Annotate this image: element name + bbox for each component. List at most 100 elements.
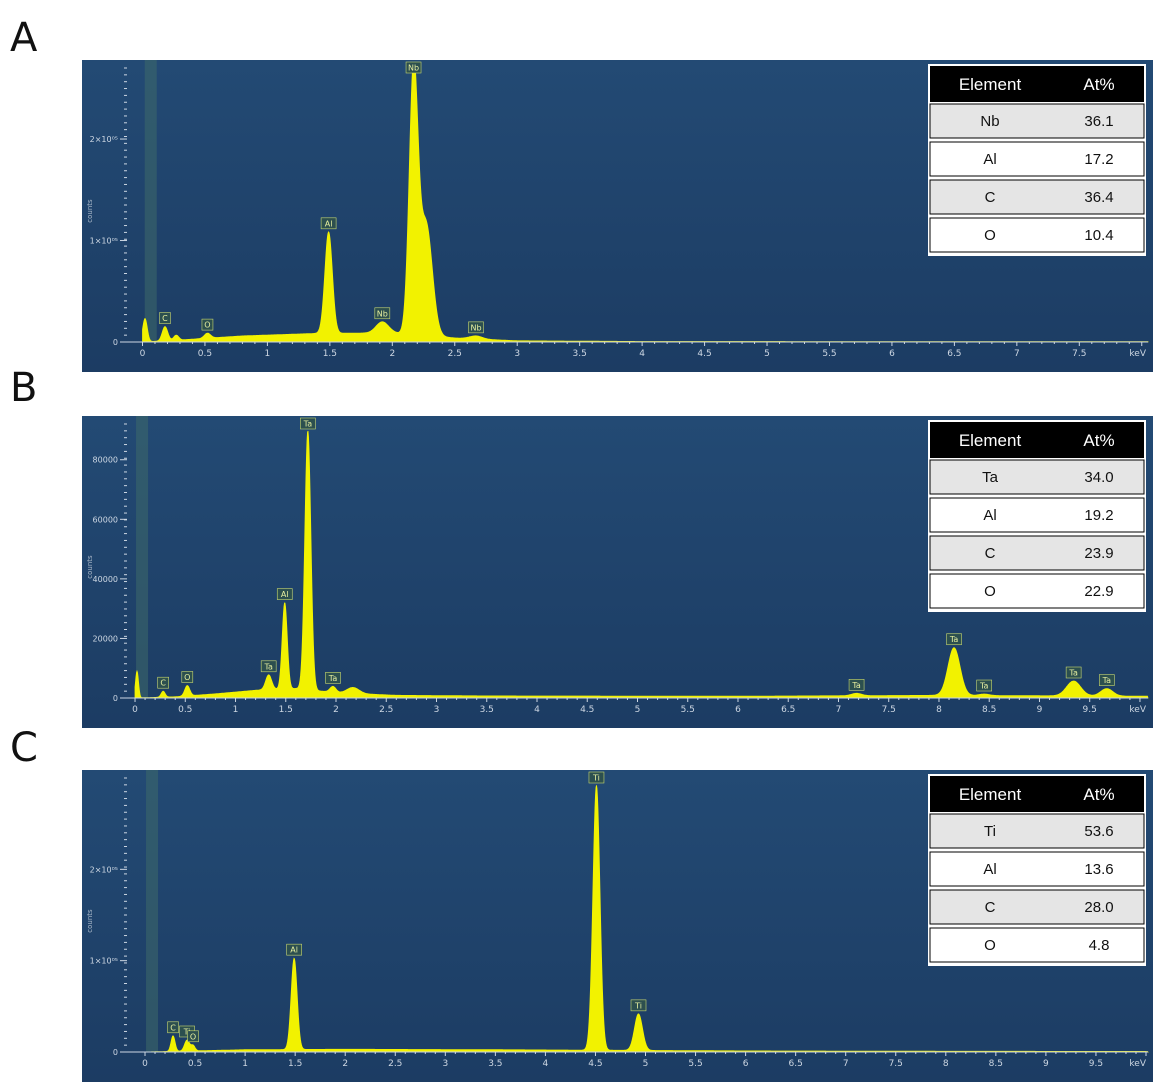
y-tick-label: 1×10⁰⁵ <box>90 957 118 966</box>
table-header-element: Element <box>959 75 1022 94</box>
table-header <box>930 422 1144 458</box>
x-tick-label: 1.5 <box>323 349 337 359</box>
peak-label-box <box>320 217 337 230</box>
table-cell-at-percent: 36.1 <box>1084 113 1113 130</box>
x-tick-label: 5 <box>635 705 641 715</box>
x-tick-label: 1.5 <box>279 705 293 715</box>
panel-letter-a: A <box>10 15 38 61</box>
table-cell-element: Al <box>983 507 996 524</box>
x-tick-label: 3 <box>434 705 440 715</box>
table-row <box>929 813 1145 849</box>
table-cell-element: C <box>985 189 996 206</box>
y-tick-label: 40000 <box>93 575 118 584</box>
table-row <box>929 851 1145 887</box>
x-tick-label: 3 <box>442 1059 448 1069</box>
x-tick-label: 0.5 <box>178 705 192 715</box>
peak-label-box <box>976 679 992 692</box>
table-cell-at-percent: 28.0 <box>1084 899 1113 916</box>
x-tick-label: 2.5 <box>379 705 393 715</box>
peak-label-box <box>157 676 169 689</box>
table-cell-at-percent: 4.8 <box>1089 937 1110 954</box>
y-tick-label: 0 <box>113 338 118 347</box>
table-cell-element: C <box>985 899 996 916</box>
peak-label: Ta <box>263 662 273 671</box>
peak-label-box <box>1065 666 1082 679</box>
peak-label: Ta <box>328 674 338 683</box>
peak-label-box <box>167 1021 179 1034</box>
peak-label: O <box>190 1032 196 1041</box>
peak-label: C <box>162 314 168 323</box>
x-tick-label: 5 <box>764 349 770 359</box>
spectrum-plot-c: 0 0.5 1 1.5 2 2.5 3 3.5 4 4.5 5 5.5 6 6.5 7 7.5 8 8.5 9 9.5… <box>82 770 1153 1082</box>
x-tick-label: 3 <box>514 349 520 359</box>
x-tick-label: 5.5 <box>681 705 695 715</box>
peak-label-box <box>405 61 422 74</box>
x-tick-label: 6.5 <box>788 1059 802 1069</box>
x-unit-label: keV <box>1129 1059 1146 1069</box>
x-tick-label: 2 <box>333 705 339 715</box>
y-tick-label: 2×10⁰⁵ <box>90 135 118 144</box>
peak-label: Nb <box>470 323 481 332</box>
x-tick-label: 1 <box>242 1059 248 1069</box>
peak-label: C <box>170 1023 176 1032</box>
x-tick-label: 4 <box>639 349 645 359</box>
table-header-at-percent: At% <box>1083 431 1114 450</box>
x-tick-label: 7.5 <box>882 705 896 715</box>
table-cell-element: Nb <box>980 113 999 130</box>
table-header-element: Element <box>959 785 1022 804</box>
x-tick-label: 8.5 <box>989 1059 1003 1069</box>
peak-label-box <box>588 771 605 784</box>
y-axis-title: counts <box>86 199 94 223</box>
table-header <box>930 66 1144 102</box>
table-row <box>929 217 1145 253</box>
peak-label: Ta <box>1102 676 1112 685</box>
table-row <box>929 573 1145 609</box>
peak-label-box <box>468 321 484 334</box>
table-cell-element: Al <box>983 151 996 168</box>
x-tick-label: 6 <box>743 1059 749 1069</box>
table-cell-at-percent: 13.6 <box>1084 861 1113 878</box>
x-tick-label: 8 <box>936 705 942 715</box>
table-row <box>929 497 1145 533</box>
peak-label: Al <box>290 946 298 955</box>
table-cell-element: C <box>985 545 996 562</box>
peak-label-box <box>201 318 214 331</box>
x-tick-label: 0 <box>140 349 146 359</box>
x-tick-label: 5.5 <box>822 349 836 359</box>
table-cell-at-percent: 53.6 <box>1084 823 1113 840</box>
x-tick-label: 7 <box>836 705 842 715</box>
table-row <box>929 889 1145 925</box>
x-tick-label: 8 <box>943 1059 949 1069</box>
x-tick-label: 2.5 <box>388 1059 402 1069</box>
x-tick-label: 2 <box>389 349 395 359</box>
table-cell-at-percent: 10.4 <box>1084 227 1113 244</box>
peak-label-box <box>630 999 647 1012</box>
peak-label-box <box>181 671 194 683</box>
y-tick-label: 0 <box>113 694 118 703</box>
peak-label-box <box>325 672 341 684</box>
peak-label-box <box>276 588 293 600</box>
peak-label: Ta <box>979 682 989 691</box>
x-tick-label: 9.5 <box>1089 1059 1103 1069</box>
table-row <box>929 459 1145 495</box>
cutoff-band <box>136 416 149 698</box>
x-tick-label: 5.5 <box>688 1059 702 1069</box>
peak-label-box <box>946 633 962 646</box>
y-tick-label: 0 <box>113 1048 118 1057</box>
panel-letter-c: C <box>10 725 38 771</box>
peak-label: Nb <box>408 64 419 73</box>
y-axis-title: counts <box>86 555 94 579</box>
table-row <box>929 141 1145 177</box>
panel-letter-b: B <box>10 365 38 411</box>
table-cell-element: Ti <box>984 823 996 840</box>
peak-label-box <box>286 943 302 956</box>
x-tick-label: 6 <box>735 705 741 715</box>
x-tick-label: 9 <box>1037 705 1043 715</box>
x-tick-label: 0 <box>132 705 138 715</box>
peak-label: Ta <box>1068 669 1078 678</box>
table-row <box>929 535 1145 571</box>
x-tick-label: 5 <box>643 1059 649 1069</box>
x-tick-label: 4.5 <box>588 1059 602 1069</box>
table-cell-element: Al <box>983 861 996 878</box>
table-cell-at-percent: 23.9 <box>1084 545 1113 562</box>
